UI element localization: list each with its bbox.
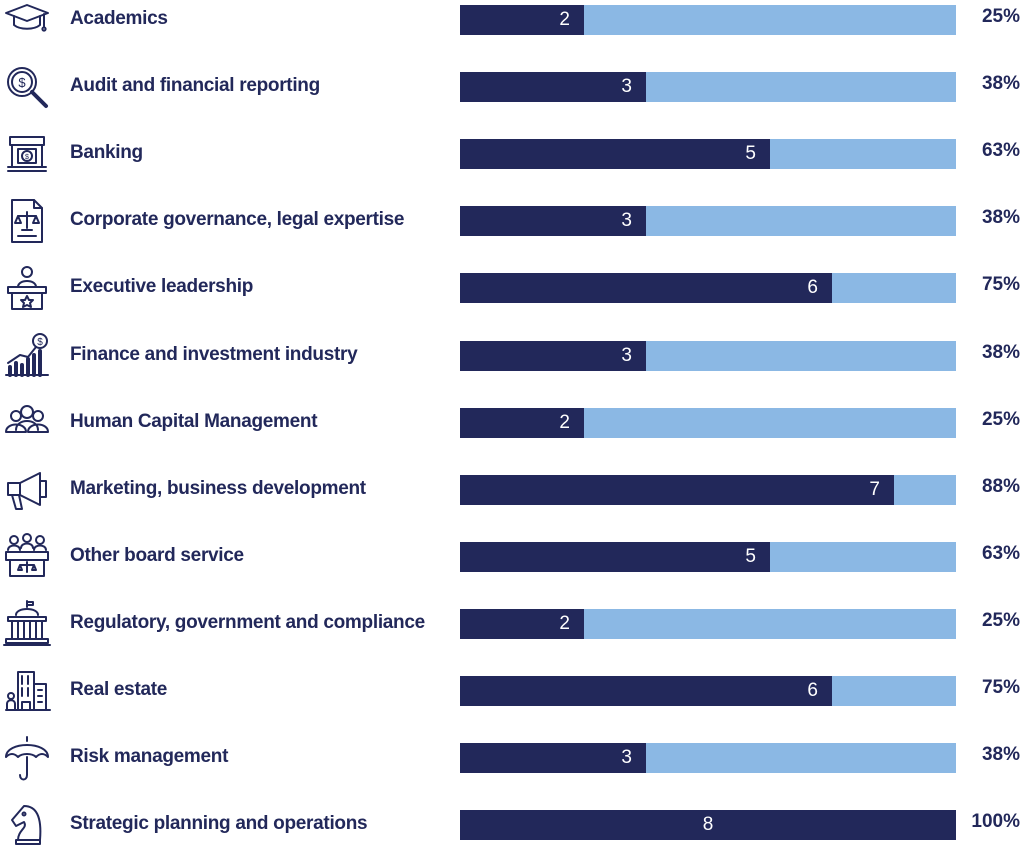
bar-value-label: 8	[702, 814, 714, 835]
bar-remaining: 3	[460, 72, 956, 102]
bar-remaining: 7	[460, 475, 956, 505]
category-label: Strategic planning and operations	[70, 813, 368, 834]
percent-label: 25%	[981, 6, 1020, 27]
chart-row: Marketing, business development 7 88%	[0, 457, 1021, 524]
chart-row: Academics 2 25%	[0, 0, 1021, 54]
bar-value-label: 3	[621, 345, 632, 366]
chart-row: $ Finance and investment industry 3 38%	[0, 323, 1021, 390]
category-label: Audit and financial reporting	[70, 75, 320, 96]
bar-filled	[460, 5, 584, 35]
bar-remaining: 2	[460, 408, 956, 438]
bar-remaining: 6	[460, 273, 956, 303]
percent-label: 75%	[981, 677, 1020, 698]
chart-row: Other board service 5 63%	[0, 524, 1021, 591]
category-label: Other board service	[70, 545, 244, 566]
category-label: Academics	[70, 8, 168, 29]
magnifier-dollar-icon: $	[2, 62, 52, 112]
bar-filled	[460, 743, 646, 773]
bar-filled	[460, 206, 646, 236]
category-label: Regulatory, government and compliance	[70, 612, 425, 633]
bar-filled	[460, 72, 646, 102]
bar-filled	[460, 609, 584, 639]
percent-label: 100%	[971, 811, 1020, 832]
percent-label: 25%	[981, 610, 1020, 631]
chart-row: Executive leadership 6 75%	[0, 255, 1021, 322]
svg-text:$: $	[25, 154, 29, 161]
bar-remaining: 6	[460, 676, 956, 706]
bar-value-label: 6	[807, 680, 818, 701]
bar-value-label: 2	[559, 613, 570, 634]
svg-text:$: $	[18, 75, 26, 90]
percent-label: 38%	[981, 207, 1020, 228]
bar-remaining: 8	[460, 810, 956, 840]
chart-row: $ Banking 5 63%	[0, 121, 1021, 188]
bar-filled	[460, 341, 646, 371]
category-label: Human Capital Management	[70, 411, 318, 432]
bar-remaining: 2	[460, 5, 956, 35]
bar-remaining: 5	[460, 139, 956, 169]
bar-filled	[460, 408, 584, 438]
category-label: Executive leadership	[70, 276, 254, 297]
bar-filled	[460, 139, 770, 169]
bar-value-label: 3	[621, 747, 632, 768]
board-table-scales-icon	[2, 532, 52, 582]
graduation-cap-icon	[2, 0, 52, 45]
government-building-icon	[2, 599, 52, 649]
bar-value-label: 5	[745, 143, 756, 164]
percent-label: 25%	[981, 409, 1020, 430]
chart-row: Human Capital Management 2 25%	[0, 390, 1021, 457]
category-label: Real estate	[70, 679, 168, 700]
category-label: Risk management	[70, 746, 229, 767]
bar-remaining: 3	[460, 206, 956, 236]
chess-knight-icon	[2, 800, 52, 850]
bar-filled	[460, 475, 894, 505]
bar-filled	[460, 676, 832, 706]
percent-label: 88%	[981, 476, 1020, 497]
megaphone-icon	[2, 465, 52, 515]
bar-value-label: 5	[745, 546, 756, 567]
percent-label: 75%	[981, 274, 1020, 295]
bank-safe-icon: $	[2, 129, 52, 179]
bar-remaining: 5	[460, 542, 956, 572]
category-label: Marketing, business development	[70, 478, 366, 499]
bar-remaining: 3	[460, 341, 956, 371]
bar-value-label: 2	[559, 9, 570, 30]
percent-label: 38%	[981, 73, 1020, 94]
chart-row: Strategic planning and operations 8 100%	[0, 792, 1021, 859]
svg-text:$: $	[37, 337, 43, 348]
bar-value-label: 2	[559, 412, 570, 433]
podium-speaker-icon	[2, 263, 52, 313]
chart-row: Regulatory, government and compliance 2 25…	[0, 591, 1021, 658]
chart-row: $ Audit and financial reporting 3 38%	[0, 54, 1021, 121]
bar-value-label: 3	[621, 210, 632, 231]
umbrella-icon	[2, 733, 52, 783]
growth-chart-dollar-icon: $	[2, 331, 52, 381]
buildings-icon	[2, 666, 52, 716]
bar-remaining: 2	[460, 609, 956, 639]
percent-label: 63%	[981, 543, 1020, 564]
percent-label: 63%	[981, 140, 1020, 161]
category-label: Corporate governance, legal expertise	[70, 209, 405, 230]
category-label: Banking	[70, 142, 143, 163]
bar-value-label: 7	[869, 479, 880, 500]
bar-remaining: 3	[460, 743, 956, 773]
chart-row: Real estate 6 75%	[0, 658, 1021, 725]
chart-row: Corporate governance, legal expertise 3 38…	[0, 188, 1021, 255]
bar-filled	[460, 273, 832, 303]
chart-row: Risk management 3 38%	[0, 725, 1021, 792]
percent-label: 38%	[981, 744, 1020, 765]
bar-value-label: 3	[621, 76, 632, 97]
legal-document-scales-icon	[2, 196, 52, 246]
bar-value-label: 6	[807, 277, 818, 298]
bar-filled	[460, 542, 770, 572]
bar-filled	[460, 810, 956, 840]
category-label: Finance and investment industry	[70, 344, 358, 365]
percent-label: 38%	[981, 342, 1020, 363]
people-group-icon	[2, 398, 52, 448]
